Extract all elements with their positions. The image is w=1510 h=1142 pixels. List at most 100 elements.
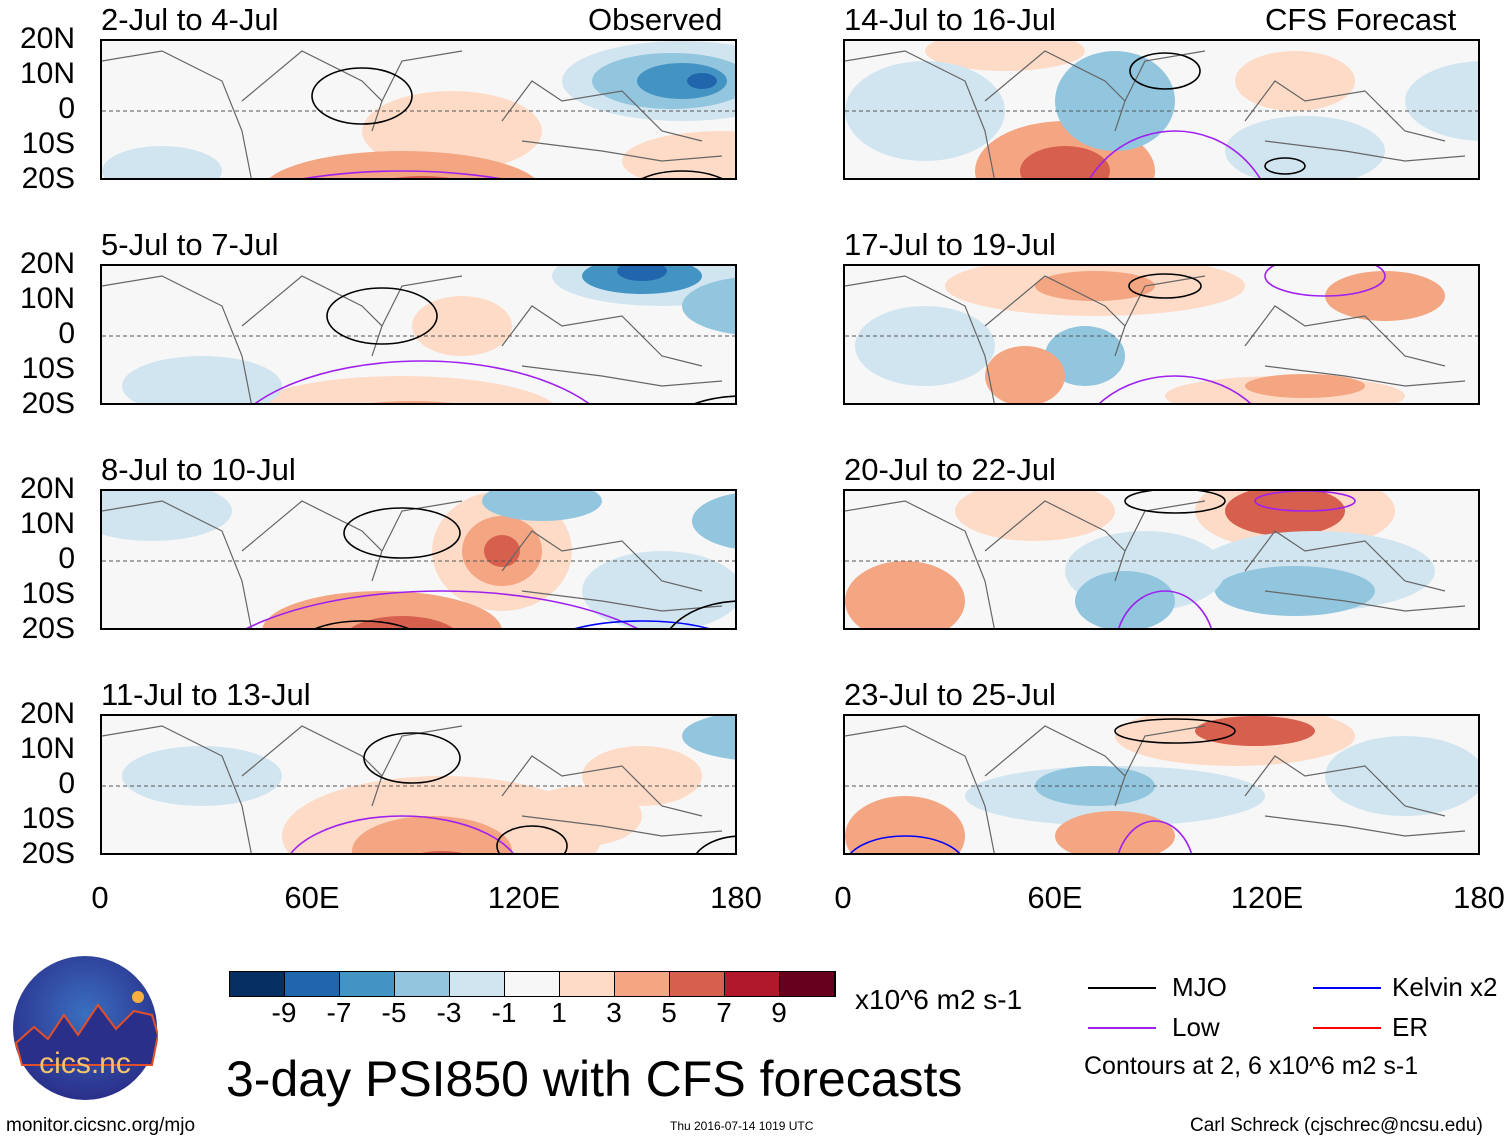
psi-anomaly-shading: [122, 746, 282, 806]
figure-title: 3-day PSI850 with CFS forecasts: [226, 1051, 963, 1107]
x-tick-label: 120E: [487, 880, 561, 915]
colorbar-tick-label: -7: [326, 997, 352, 1028]
psi-anomaly-shading: [687, 73, 717, 89]
map-panel: [843, 714, 1480, 855]
observed-label: Observed: [588, 2, 723, 37]
map-panel: [100, 264, 737, 405]
psi-anomaly-shading: [102, 491, 232, 541]
legend-line-kelvin: [1313, 987, 1381, 989]
psi-anomaly-shading: [484, 535, 520, 567]
footer-author: Carl Schreck (cjschrec@ncsu.edu): [1190, 1115, 1483, 1136]
y-tick-label: 0: [58, 767, 75, 800]
wave-contour: [326, 287, 438, 345]
psi-anomaly-shading: [422, 851, 462, 853]
psi-anomaly-shading: [925, 41, 1085, 71]
coastline: [845, 275, 1466, 403]
y-tick-label: 10S: [21, 352, 75, 385]
psi-anomaly-shading: [985, 346, 1065, 403]
wave-contour: [363, 732, 461, 784]
wave-contour: [254, 360, 590, 403]
coastline: [102, 500, 723, 628]
psi-anomaly-shading: [682, 277, 735, 335]
coastline: [102, 50, 723, 178]
psi-anomaly-shading: [1405, 61, 1478, 141]
colorbar-units: x10^6 m2 s-1: [855, 984, 1023, 1015]
y-tick-label: 20N: [19, 472, 75, 505]
x-tick-label: 180: [1453, 880, 1505, 915]
colorbar-swatch: [560, 972, 615, 996]
y-tick-label: 0: [58, 92, 75, 125]
colorbar-tick-label: -9: [271, 997, 297, 1028]
wave-contour: [1128, 273, 1202, 299]
legend-line-mjo: [1088, 987, 1156, 989]
colorbar-swatch: [505, 972, 560, 996]
svg-text:cics.nc: cics.nc: [39, 1047, 131, 1080]
forecast-label: CFS Forecast: [1265, 2, 1457, 37]
wave-contour: [694, 395, 735, 403]
coastline: [845, 50, 1466, 178]
map-panel: [843, 489, 1480, 630]
y-tick-label: 10S: [21, 802, 75, 835]
colorbar-tick-label: 3: [606, 997, 622, 1028]
wave-contour: [290, 815, 514, 853]
colorbar-swatch: [615, 972, 670, 996]
colorbar-swatch: [450, 972, 505, 996]
psi-anomaly-shading: [350, 616, 454, 628]
wave-contour: [574, 620, 710, 628]
colorbar-swatch: [780, 972, 835, 996]
psi-anomaly-shading: [394, 176, 450, 178]
colorbar-swatch: [340, 972, 395, 996]
colorbar-tick-label: 5: [661, 997, 677, 1028]
y-tick-label: 20N: [19, 247, 75, 280]
panel-title: 11-Jul to 13-Jul: [101, 677, 311, 712]
psi-anomaly-shading: [250, 376, 554, 403]
y-tick-label: 10N: [19, 732, 75, 765]
psi-anomaly-shading: [269, 151, 535, 178]
psi-anomaly-shading: [1055, 811, 1175, 853]
wave-contour: [1124, 491, 1226, 514]
psi-anomaly-shading: [582, 551, 735, 628]
colorbar-swatch: [230, 972, 285, 996]
psi-anomaly-shading: [1055, 51, 1175, 151]
y-tick-label: 20S: [21, 612, 75, 645]
wave-contour: [1089, 130, 1261, 178]
psi-anomaly-shading: [692, 493, 735, 549]
y-tick-label: 20N: [19, 697, 75, 730]
x-tick-label: 120E: [1230, 880, 1304, 915]
map-panel: [100, 714, 737, 855]
y-tick-label: 10N: [19, 282, 75, 315]
footer-url[interactable]: monitor.cicsnc.org/mjo: [6, 1115, 196, 1136]
y-tick-label: 20S: [21, 387, 75, 420]
legend-line-low: [1088, 1027, 1156, 1029]
x-tick-label: 60E: [1027, 880, 1083, 915]
map-panel: [843, 39, 1480, 180]
psi-anomaly-shading: [102, 146, 222, 178]
wave-contour: [1264, 266, 1386, 297]
y-tick-label: 10N: [19, 507, 75, 540]
map-panel: [100, 489, 737, 630]
colorbar: [229, 971, 836, 997]
wave-contour: [641, 170, 723, 178]
wave-contour: [695, 835, 735, 853]
footer-timestamp: Thu 2016-07-14 1019 UTC: [670, 1119, 814, 1133]
x-tick-label: 0: [91, 880, 109, 915]
y-tick-label: 10N: [19, 57, 75, 90]
panel-title: 14-Jul to 16-Jul: [844, 2, 1056, 37]
psi-anomaly-shading: [845, 561, 965, 628]
coastline: [845, 725, 1466, 853]
psi-anomaly-shading: [682, 716, 735, 760]
legend-line-er: [1313, 1027, 1381, 1029]
y-tick-label: 10S: [21, 577, 75, 610]
psi-anomaly-shading: [412, 296, 512, 356]
psi-anomaly-shading: [855, 306, 995, 386]
colorbar-swatch: [725, 972, 780, 996]
colorbar-tick-label: 7: [716, 997, 732, 1028]
colorbar-tick-label: 9: [771, 997, 787, 1028]
colorbar-swatch: [395, 972, 450, 996]
wave-contour: [496, 825, 568, 853]
colorbar-swatch: [670, 972, 725, 996]
y-tick-label: 0: [58, 317, 75, 350]
psi-anomaly-shading: [1045, 326, 1125, 386]
map-panel: [843, 264, 1480, 405]
colorbar-tick-label: -3: [436, 997, 462, 1028]
